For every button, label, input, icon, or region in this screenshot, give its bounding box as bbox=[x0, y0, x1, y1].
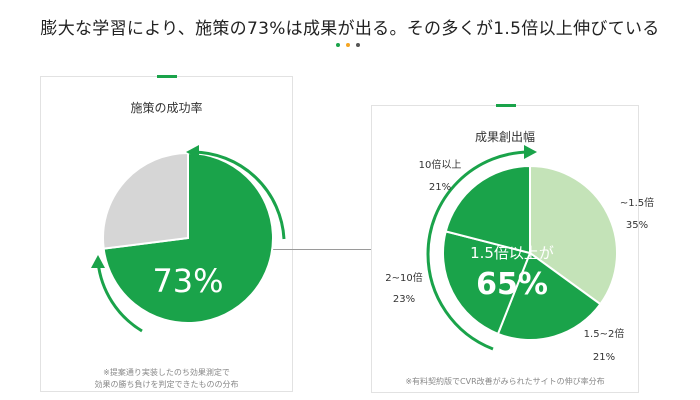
growth-range-slice-1 bbox=[496, 251, 602, 341]
slice-percent-1-5x-2x: 21% bbox=[593, 352, 615, 363]
panel-accent-line bbox=[157, 75, 177, 78]
arrowhead-top bbox=[186, 145, 199, 159]
slice-label-1-5x-2x: 1.5~2倍 bbox=[584, 327, 625, 340]
arrowhead-right bbox=[524, 145, 537, 159]
success-rate-pie bbox=[102, 151, 274, 324]
center-line-1: 1.5倍以上が bbox=[470, 244, 554, 262]
slice-percent-2x-10x: 23% bbox=[393, 294, 415, 305]
carousel-dots bbox=[336, 43, 366, 49]
arrow-arc-left bbox=[96, 261, 143, 333]
arrow-arc-right bbox=[426, 150, 531, 351]
growth-range-slice-3 bbox=[444, 164, 531, 255]
panel-accent-line bbox=[496, 104, 516, 107]
arrowhead-left bbox=[91, 255, 105, 268]
arrow-arc-top bbox=[192, 150, 286, 240]
slice-label-2x-10x: 2~10倍 bbox=[385, 271, 422, 284]
growth-range-slice-2 bbox=[442, 230, 532, 336]
success-rate-title: 施策の成功率 bbox=[130, 101, 203, 115]
success-rate-value: 73% bbox=[152, 262, 223, 300]
slice-percent-10x-plus: 21% bbox=[429, 182, 451, 193]
slice-percent-upto-1-5x: 35% bbox=[626, 220, 648, 231]
growth-range-note: ※有料契約版でCVR改善がみられたサイトの伸び率分布 bbox=[405, 377, 605, 386]
growth-range-pie bbox=[442, 164, 618, 341]
dot-3[interactable] bbox=[356, 43, 360, 47]
growth-range-slice-0 bbox=[529, 164, 618, 306]
success-rate-note-1: ※提案通り実装したのち効果測定で bbox=[103, 368, 230, 377]
success-rate-note-2: 効果の勝ち負けを判定できたものの分布 bbox=[94, 380, 239, 389]
slice-label-upto-1-5x: ~1.5倍 bbox=[620, 196, 654, 209]
dot-2[interactable] bbox=[346, 43, 350, 47]
headline: 膨大な学習により、施策の73%は成果が出る。その多くが1.5倍以上伸びている bbox=[40, 19, 660, 39]
growth-range-title: 成果創出幅 bbox=[474, 130, 535, 144]
success-rate-slice-1 bbox=[102, 151, 189, 250]
center-line-2: 65% bbox=[476, 267, 548, 302]
dot-1[interactable] bbox=[336, 43, 340, 47]
slice-label-10x-plus: 10倍以上 bbox=[419, 158, 462, 171]
connector-line bbox=[237, 249, 371, 250]
